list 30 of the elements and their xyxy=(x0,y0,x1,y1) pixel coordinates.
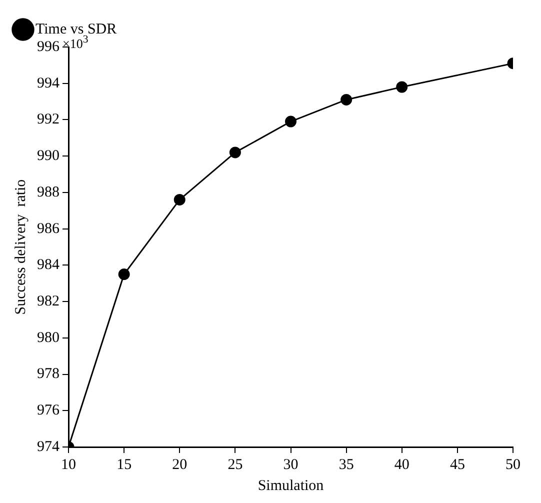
y-axis-title: Success delivery ratio xyxy=(12,179,29,315)
x-tick-label: 40 xyxy=(394,456,410,473)
y-tick-label: 990 xyxy=(37,148,60,164)
y-tick-label: 988 xyxy=(37,184,60,200)
point xyxy=(340,94,352,106)
y-tick-label: 986 xyxy=(37,220,60,237)
x-tick-label: 45 xyxy=(450,456,465,473)
x-tick-label: 10 xyxy=(61,456,76,473)
y-tick-label: 974 xyxy=(37,438,60,455)
x-tick-label: 35 xyxy=(338,456,354,473)
point xyxy=(118,268,130,280)
x-axis-title: Simulation xyxy=(258,478,324,494)
y-tick-label: 984 xyxy=(37,257,60,274)
point xyxy=(229,146,241,158)
y-tick-label: 992 xyxy=(37,112,60,128)
point xyxy=(174,194,186,206)
x-tick-label: 15 xyxy=(116,456,132,473)
y-tick-label: 994 xyxy=(37,75,60,92)
y-tick-label: 980 xyxy=(37,330,60,346)
point xyxy=(396,81,408,93)
x-tick-label: 25 xyxy=(228,456,243,473)
x-tick-label: 20 xyxy=(172,456,188,473)
point xyxy=(285,116,296,128)
annotation: ×10$^{3}$ xyxy=(62,34,88,52)
y-tick-label: 996 xyxy=(37,38,60,55)
x-tick-label: 50 xyxy=(506,456,520,473)
y-tick-label: 976 xyxy=(37,402,60,419)
y-tick-label: 982 xyxy=(37,293,60,310)
x-tick-label: 30 xyxy=(283,456,298,473)
y-tick-label: 978 xyxy=(37,366,60,382)
